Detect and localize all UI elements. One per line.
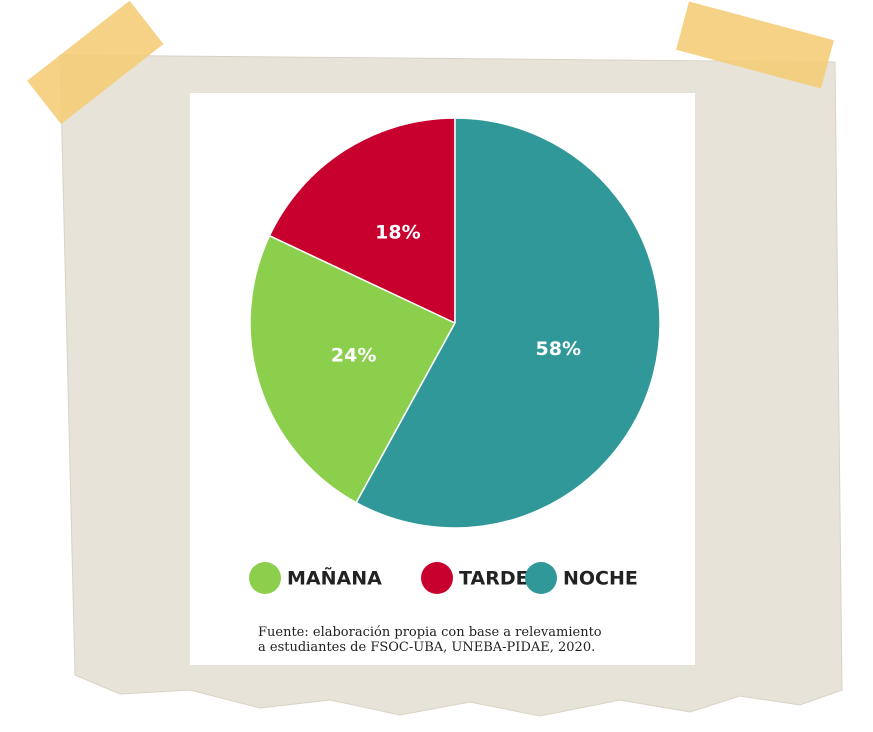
page: 24% 18% 58% MAÑANA TARDE NOCHE Fuente: elabo… (0, 0, 873, 732)
pie: 24% 18% 58% (250, 118, 660, 528)
value-label: 58% (536, 338, 581, 360)
legend-label: TARDE (459, 568, 529, 590)
legend-label: NOCHE (563, 568, 638, 590)
legend-swatch (249, 562, 281, 594)
legend-swatch (421, 562, 453, 594)
legend-swatch (525, 562, 557, 594)
value-label: 24% (331, 344, 376, 366)
value-label: 18% (375, 221, 420, 243)
legend-label: MAÑANA (287, 566, 382, 590)
legend: MAÑANA TARDE NOCHE (249, 562, 638, 594)
source-line: Fuente: elaboración propia con base a re… (258, 625, 602, 640)
source-line: a estudiantes de FSOC-UBA, UNEBA-PIDAE, … (258, 640, 595, 655)
